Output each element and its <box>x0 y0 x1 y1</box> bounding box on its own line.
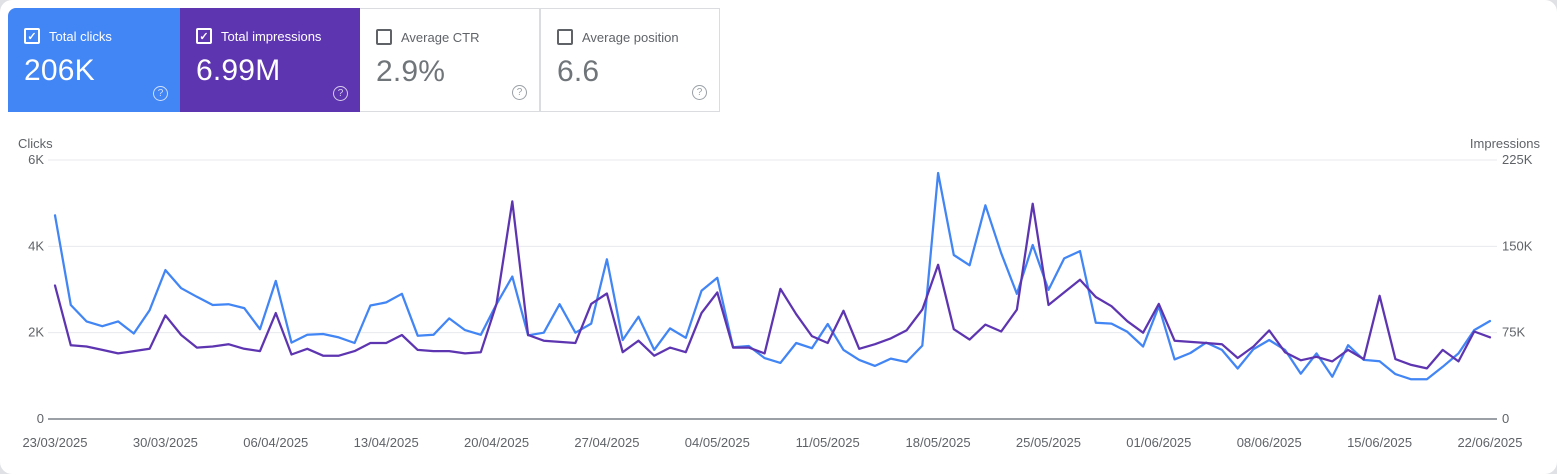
total-impressions-value: 6.99M <box>196 54 281 87</box>
average-ctr-label: Average CTR <box>401 29 480 45</box>
x-tick-label: 01/06/2025 <box>1126 435 1191 450</box>
total-clicks-value: 206K <box>24 54 95 87</box>
help-icon[interactable]: ? <box>692 85 707 100</box>
card-average-ctr[interactable]: Average CTR 2.9% ? <box>360 8 540 112</box>
card-average-position-head: Average position <box>557 29 679 45</box>
average-ctr-checkbox[interactable] <box>376 29 392 45</box>
x-tick-label: 11/05/2025 <box>796 435 860 450</box>
average-position-value: 6.6 <box>557 55 600 88</box>
average-position-label: Average position <box>582 29 679 45</box>
y-tick-right: 150K <box>1502 238 1533 253</box>
card-total-impressions-head: Total impressions <box>196 28 321 44</box>
average-position-checkbox[interactable] <box>557 29 573 45</box>
x-tick-label: 18/05/2025 <box>906 435 971 450</box>
average-ctr-value: 2.9% <box>376 55 446 88</box>
x-tick-label: 20/04/2025 <box>464 435 529 450</box>
x-tick-label: 22/06/2025 <box>1457 435 1522 450</box>
y-axis-title-clicks: Clicks <box>18 136 53 151</box>
y-tick-right: 0 <box>1502 411 1509 426</box>
total-impressions-label: Total impressions <box>221 28 322 44</box>
y-tick-right: 225K <box>1502 152 1533 167</box>
x-tick-label: 04/05/2025 <box>685 435 750 450</box>
x-tick-label: 25/05/2025 <box>1016 435 1081 450</box>
x-tick-label: 27/04/2025 <box>574 435 639 450</box>
card-total-clicks-head: Total clicks <box>24 28 112 44</box>
card-total-clicks[interactable]: Total clicks 206K ? <box>8 8 180 112</box>
x-tick-label: 06/04/2025 <box>243 435 308 450</box>
y-tick-left: 2K <box>28 325 44 340</box>
impressions-line[interactable] <box>53 200 1492 370</box>
help-icon[interactable]: ? <box>512 85 527 100</box>
metric-cards: Total clicks 206K ? Total impressions 6.… <box>8 8 720 112</box>
clicks-line[interactable] <box>53 171 1492 381</box>
y-tick-left: 6K <box>28 152 44 167</box>
x-tick-label: 30/03/2025 <box>133 435 198 450</box>
y-tick-left: 0 <box>37 411 44 426</box>
x-tick-label: 15/06/2025 <box>1347 435 1412 450</box>
card-average-ctr-head: Average CTR <box>376 29 480 45</box>
help-icon[interactable]: ? <box>153 86 168 101</box>
x-tick-label: 13/04/2025 <box>354 435 419 450</box>
x-tick-label: 23/03/2025 <box>22 435 87 450</box>
x-tick-label: 08/06/2025 <box>1237 435 1302 450</box>
card-average-position[interactable]: Average position 6.6 ? <box>540 8 720 112</box>
y-tick-right: 75K <box>1502 325 1525 340</box>
total-clicks-label: Total clicks <box>49 28 112 44</box>
y-tick-left: 4K <box>28 238 44 253</box>
card-total-impressions[interactable]: Total impressions 6.99M ? <box>180 8 360 112</box>
total-clicks-checkbox[interactable] <box>24 28 40 44</box>
help-icon[interactable]: ? <box>333 86 348 101</box>
y-axis-title-impressions: Impressions <box>1469 136 1540 151</box>
total-impressions-checkbox[interactable] <box>196 28 212 44</box>
